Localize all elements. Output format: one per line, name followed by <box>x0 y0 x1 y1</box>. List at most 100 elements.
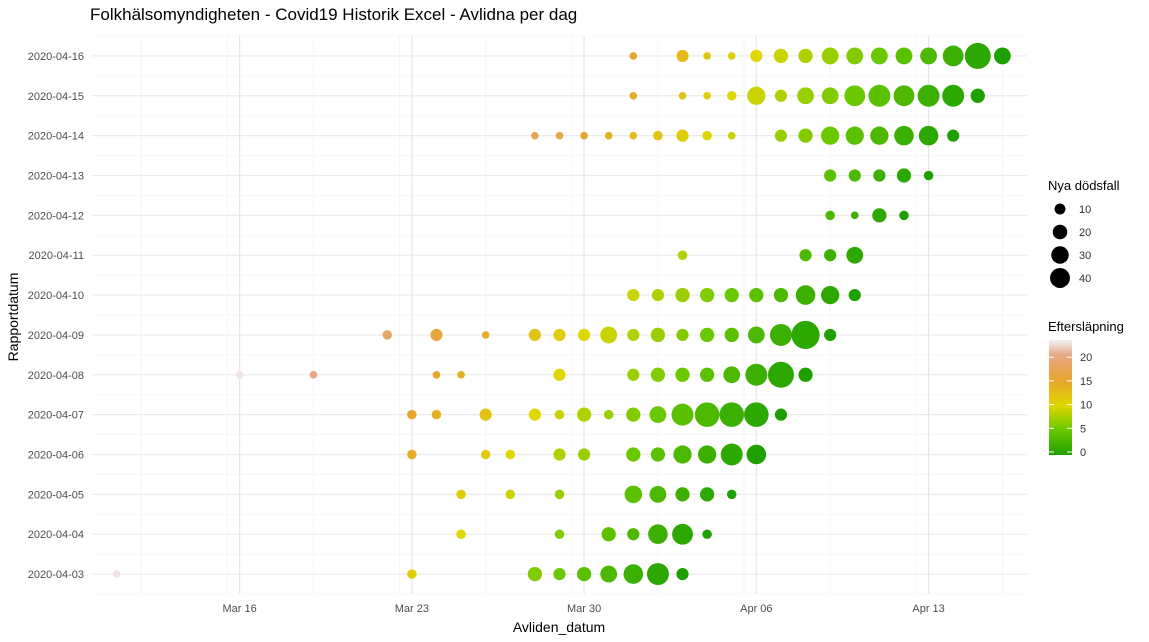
data-point <box>627 528 640 541</box>
size-legend-key <box>1051 246 1069 264</box>
data-point <box>727 131 736 140</box>
data-point <box>797 87 814 105</box>
data-point <box>893 85 915 107</box>
data-point <box>649 485 667 503</box>
data-point <box>698 445 717 464</box>
data-point <box>457 370 465 379</box>
data-point <box>846 246 864 264</box>
data-point <box>627 368 640 381</box>
data-point <box>627 328 640 342</box>
data-point <box>646 563 669 586</box>
data-point <box>993 47 1011 65</box>
data-point <box>824 328 837 342</box>
data-point <box>702 529 712 539</box>
data-point <box>724 287 739 303</box>
y-tick-label: 2020-04-16 <box>28 51 84 63</box>
data-point <box>651 288 665 302</box>
data-point <box>576 566 592 582</box>
data-point <box>703 52 711 60</box>
data-point <box>747 86 766 105</box>
y-tick-label: 2020-04-14 <box>28 131 84 143</box>
color-legend: Eftersläpning 0 5 10 15 20 <box>1048 319 1124 459</box>
data-point <box>528 408 541 421</box>
data-point <box>750 49 763 63</box>
data-point <box>112 570 121 578</box>
y-tick-label: 2020-04-03 <box>28 569 84 581</box>
x-tick-label: Mar 16 <box>223 603 257 615</box>
data-point <box>624 485 643 504</box>
y-tick-label: 2020-04-07 <box>28 410 84 422</box>
y-tick-label: 2020-04-13 <box>28 171 84 183</box>
data-point <box>868 84 891 107</box>
data-point <box>917 84 940 107</box>
data-point <box>481 331 490 339</box>
data-point <box>724 327 739 343</box>
data-point <box>821 87 839 105</box>
data-point <box>648 524 668 545</box>
data-point <box>848 288 861 302</box>
data-point <box>629 91 638 100</box>
data-point <box>791 320 820 350</box>
data-point <box>629 52 638 60</box>
data-point <box>650 367 666 382</box>
y-axis-title: Rapportdatum <box>5 273 21 362</box>
data-point <box>870 126 889 145</box>
data-point <box>726 489 737 500</box>
data-point <box>821 47 839 65</box>
data-point <box>430 328 443 342</box>
data-point <box>899 210 909 221</box>
x-tick-label: Mar 30 <box>567 603 601 615</box>
data-point <box>821 285 840 305</box>
data-point <box>576 407 592 422</box>
data-point <box>578 328 591 342</box>
data-point <box>677 250 688 260</box>
data-point <box>896 168 912 183</box>
data-point <box>920 47 937 65</box>
data-point <box>603 409 614 420</box>
data-point <box>649 406 667 424</box>
data-point <box>553 368 566 381</box>
data-point <box>747 326 765 344</box>
data-point <box>456 529 466 539</box>
y-axis-tick-labels: 2020-04-03 2020-04-04 2020-04-05 2020-04-06… <box>28 51 84 581</box>
color-legend-label: 0 <box>1080 447 1086 459</box>
y-tick-label: 2020-04-09 <box>28 330 84 342</box>
data-point <box>923 170 934 181</box>
color-legend-label: 20 <box>1080 352 1092 364</box>
y-tick-label: 2020-04-08 <box>28 370 84 382</box>
data-point <box>798 128 813 143</box>
data-point <box>846 47 864 65</box>
data-point <box>720 443 743 466</box>
data-point <box>480 449 491 460</box>
data-point <box>555 131 564 140</box>
x-tick-label: Mar 23 <box>395 603 429 615</box>
data-point <box>895 47 913 65</box>
size-legend-label: 10 <box>1079 204 1091 216</box>
size-legend-key <box>1052 224 1068 240</box>
data-point <box>676 328 689 342</box>
data-point <box>528 328 541 342</box>
data-point <box>723 366 741 384</box>
data-point <box>407 569 417 579</box>
data-point <box>678 91 687 100</box>
y-tick-label: 2020-04-04 <box>28 529 84 541</box>
color-legend-title: Eftersläpning <box>1048 319 1124 334</box>
y-tick-label: 2020-04-10 <box>28 290 84 302</box>
data-point <box>627 288 640 302</box>
data-point <box>774 129 788 142</box>
data-point <box>942 84 965 107</box>
size-legend-label: 40 <box>1079 273 1091 285</box>
data-point <box>799 249 812 262</box>
data-point <box>970 88 985 103</box>
data-point <box>767 361 794 388</box>
data-point <box>844 85 866 107</box>
data-point <box>604 131 613 140</box>
data-point <box>432 370 441 379</box>
color-legend-label: 10 <box>1080 400 1092 412</box>
x-axis-title: Avliden_datum <box>513 619 605 635</box>
data-point <box>824 169 837 182</box>
data-point <box>580 131 588 140</box>
grid <box>92 35 1027 595</box>
data-point <box>653 130 663 141</box>
data-point <box>553 567 566 581</box>
